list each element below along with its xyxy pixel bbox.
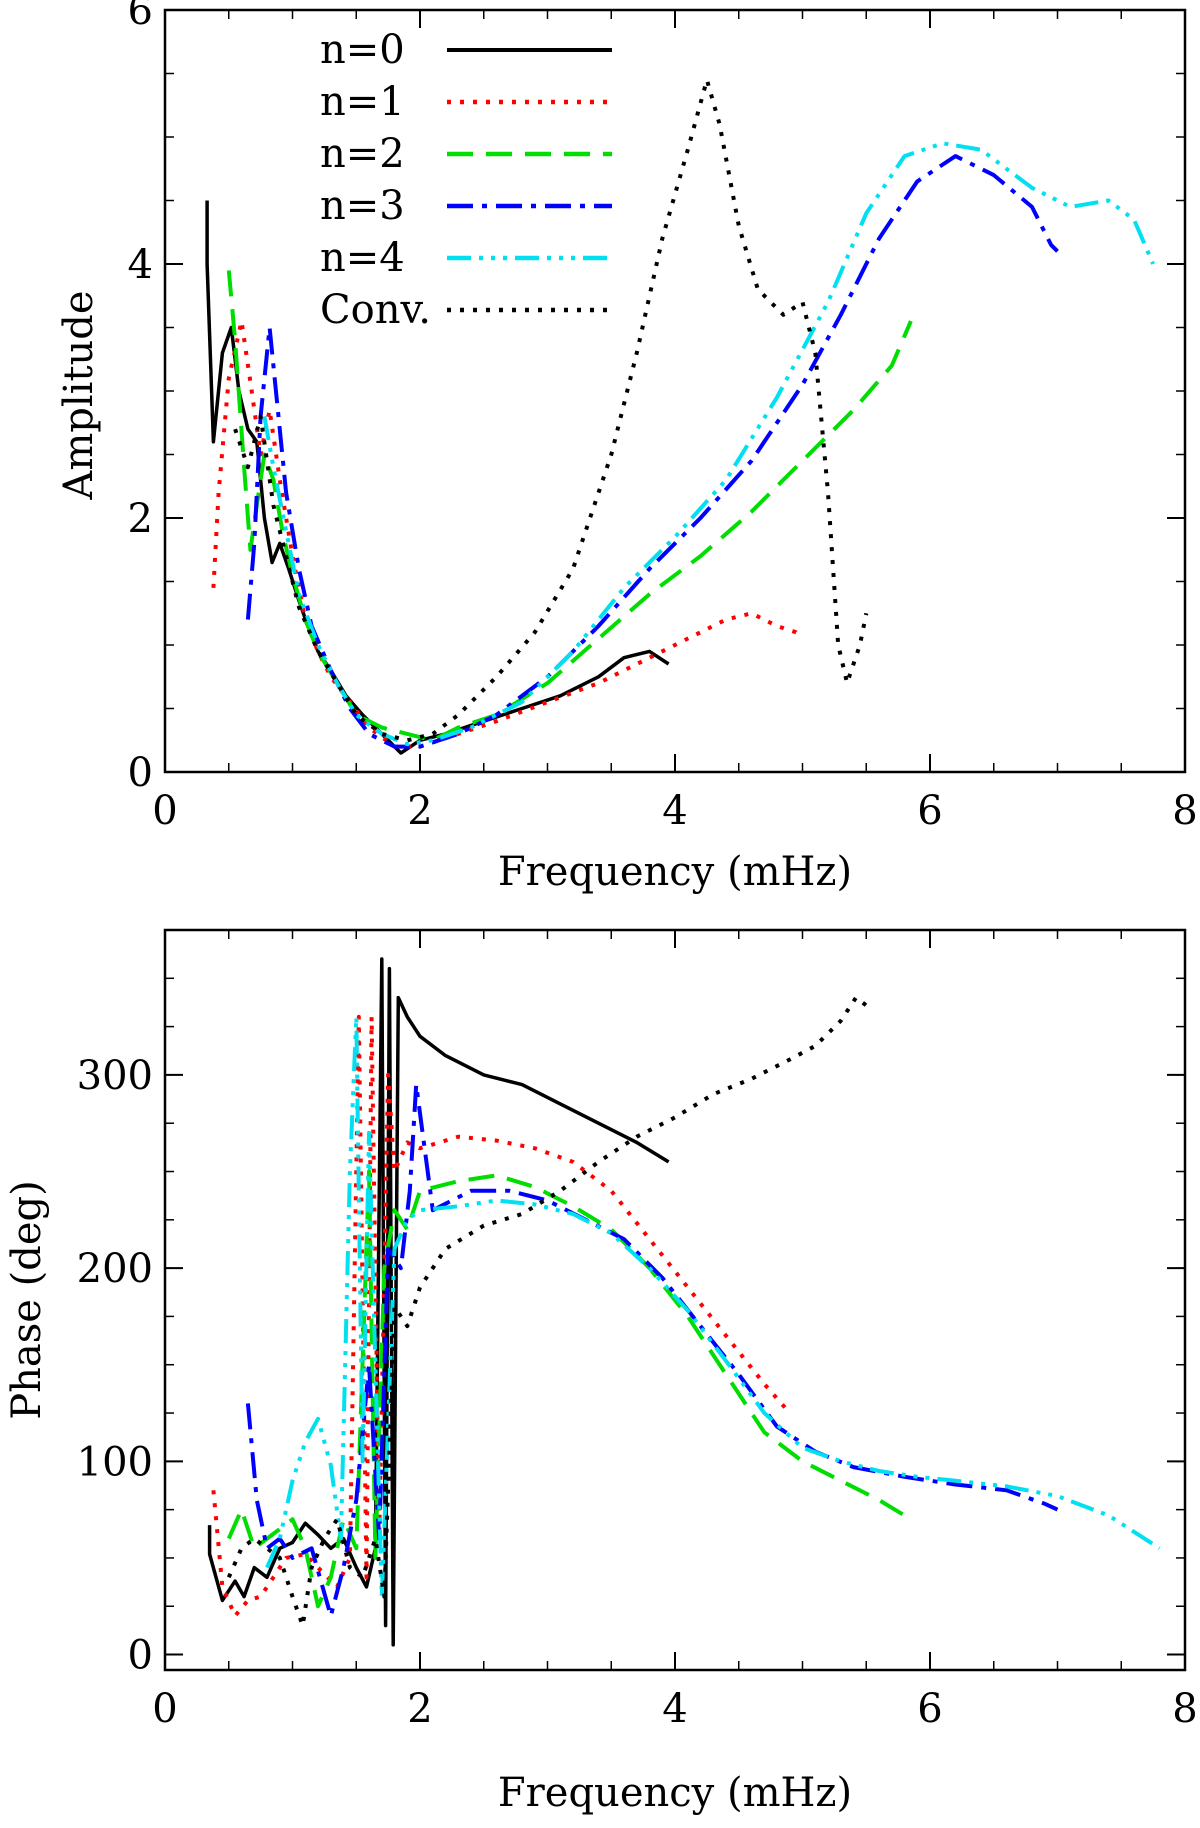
phase-x-tick-label: 8	[1172, 1686, 1197, 1732]
amplitude-x-tick-label: 4	[662, 788, 687, 834]
phase-y-tick-label: 100	[77, 1439, 153, 1485]
legend: n=0 n=1 n=2 n=3 n=4 Conv.	[320, 27, 612, 333]
legend-label-n0: n=0	[320, 27, 405, 73]
legend-label-conv: Conv.	[320, 287, 431, 333]
phase-x-tick-label: 2	[407, 1686, 432, 1732]
legend-label-n1: n=1	[320, 79, 405, 125]
phase-series-n2	[226, 1169, 912, 1609]
amplitude-ticks: 0 2 4 6 8 0 2 4 6	[128, 0, 1198, 834]
amplitude-x-tick-label: 8	[1172, 788, 1197, 834]
amplitude-y-tick-label: 6	[128, 0, 153, 34]
phase-y-axis-label: Phase (deg)	[4, 1180, 50, 1420]
amplitude-y-tick-label: 0	[128, 750, 153, 796]
amplitude-y-tick-label: 4	[128, 242, 153, 288]
amplitude-series-group	[205, 77, 1155, 755]
phase-ticks: 0 2 4 6 8 0 100 200 300	[77, 929, 1198, 1732]
legend-label-n2: n=2	[320, 131, 405, 177]
phase-x-tick-label: 4	[662, 1686, 687, 1732]
amplitude-x-tick-label: 2	[407, 788, 432, 834]
legend-label-n3: n=3	[320, 183, 405, 229]
amplitude-series-conv	[233, 77, 869, 743]
phase-series-n3	[245, 1082, 1059, 1618]
amplitude-series-n4	[262, 141, 1155, 747]
phase-panel: 0 2 4 6 8 0 100 200 300 Frequency (mHz) Phase (d…	[4, 928, 1198, 1816]
amplitude-x-tick-label: 6	[917, 788, 942, 834]
amplitude-x-axis-label: Frequency (mHz)	[498, 849, 852, 895]
phase-series-n0	[207, 957, 670, 1647]
amplitude-y-tick-label: 2	[128, 496, 153, 542]
phase-series-conv	[226, 995, 868, 1628]
phase-x-tick-label: 6	[917, 1686, 942, 1732]
phase-series-group	[207, 957, 1161, 1647]
amplitude-series-n1	[211, 319, 804, 749]
legend-label-n4: n=4	[320, 235, 405, 281]
amplitude-series-n2	[226, 270, 913, 743]
phase-y-tick-label: 0	[128, 1633, 153, 1679]
phase-x-tick-label: 0	[152, 1686, 177, 1732]
phase-y-tick-label: 200	[77, 1246, 153, 1292]
amplitude-series-n0	[205, 200, 670, 755]
amplitude-panel: 0 2 4 6 8 0 2 4 6 n=0 n=1 n=2 n=3 n=4 Conv. Frequency…	[56, 0, 1198, 895]
amplitude-plot-frame	[163, 8, 1187, 774]
amplitude-x-tick-label: 0	[152, 788, 177, 834]
amplitude-series-n3	[245, 154, 1059, 749]
phase-series-n4	[265, 1014, 1161, 1599]
amplitude-y-axis-label: Amplitude	[56, 290, 102, 500]
phase-y-tick-label: 300	[77, 1053, 153, 1099]
phase-series-n1	[211, 1014, 792, 1618]
phase-x-axis-label: Frequency (mHz)	[498, 1770, 852, 1816]
